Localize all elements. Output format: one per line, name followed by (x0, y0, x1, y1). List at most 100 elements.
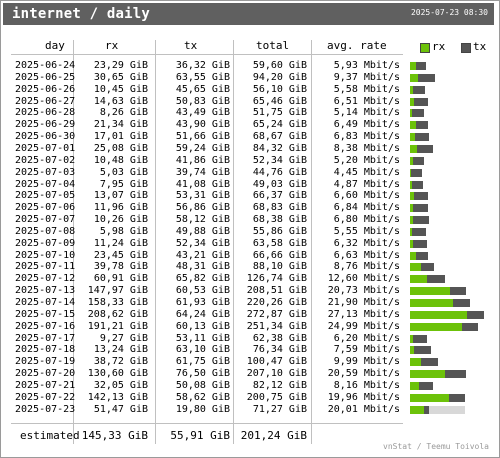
row-rx-bar (410, 394, 449, 402)
row-rate: 6,20 Mbit/s (333, 333, 400, 344)
row-total: 84,32 GiB (252, 143, 307, 154)
row-rx: 130,60 GiB (87, 368, 148, 379)
row-total: 63,58 GiB (252, 238, 307, 249)
row-tx-bar (412, 181, 423, 189)
rx-legend-swatch (420, 43, 430, 53)
row-tx-bar (412, 228, 426, 236)
row-day: 2025-07-02 (15, 155, 76, 166)
row-rx-bar (410, 358, 421, 366)
row-total: 65,46 GiB (252, 96, 307, 107)
row-rate: 5,14 Mbit/s (333, 107, 400, 118)
row-rx: 142,13 GiB (87, 392, 148, 403)
divider-day (73, 40, 74, 444)
tx-legend-label: tx (473, 40, 487, 53)
row-day: 2025-07-05 (15, 190, 76, 201)
rx-legend-label: rx (432, 40, 446, 53)
row-total: 44,76 GiB (252, 167, 307, 178)
row-tx: 64,24 GiB (175, 309, 230, 320)
row-total: 66,37 GiB (252, 190, 307, 201)
row-rate: 9,99 Mbit/s (333, 356, 400, 367)
row-day: 2025-07-14 (15, 297, 76, 308)
row-rate: 5,58 Mbit/s (333, 84, 400, 95)
row-rx-bar (410, 346, 414, 354)
row-day: 2025-07-01 (15, 143, 76, 154)
row-rx-bar (410, 240, 413, 248)
row-rx-bar (410, 145, 417, 153)
row-rx: 11,24 GiB (93, 238, 148, 249)
row-tx: 49,88 GiB (175, 226, 230, 237)
row-rx: 14,63 GiB (93, 96, 148, 107)
row-tx-bar (418, 74, 435, 82)
row-tx: 53,31 GiB (175, 190, 230, 201)
row-tx-bar (421, 358, 438, 366)
row-tx: 56,86 GiB (175, 202, 230, 213)
estimated-total: 201,24 GiB (240, 429, 307, 442)
row-rate: 8,38 Mbit/s (333, 143, 400, 154)
row-day: 2025-07-13 (15, 285, 76, 296)
row-total: 207,10 GiB (246, 368, 307, 379)
row-rate: 9,37 Mbit/s (333, 72, 400, 83)
row-rate: 27,13 Mbit/s (327, 309, 400, 320)
row-total: 220,26 GiB (246, 297, 307, 308)
row-tx-bar (427, 275, 445, 283)
column-header-tx: tx (184, 39, 198, 52)
page-title: internet / daily (12, 6, 151, 22)
row-tx: 60,53 GiB (175, 285, 230, 296)
row-rx-bar (410, 263, 421, 271)
row-total: 49,03 GiB (252, 179, 307, 190)
row-rx: 25,08 GiB (93, 143, 148, 154)
title-bar: internet / daily 2025-07-23 08:30 (3, 3, 494, 25)
row-day: 2025-07-16 (15, 321, 76, 332)
row-day: 2025-06-29 (15, 119, 76, 130)
row-tx-bar (416, 121, 428, 129)
row-rx: 13,07 GiB (93, 190, 148, 201)
row-tx: 41,86 GiB (175, 155, 230, 166)
row-rx: 10,48 GiB (93, 155, 148, 166)
row-tx-bar (421, 263, 434, 271)
row-rx-bar (410, 252, 416, 260)
row-rx-bar (410, 382, 419, 390)
row-tx-bar (416, 252, 428, 260)
row-rx: 32,05 GiB (93, 380, 148, 391)
row-rate: 6,63 Mbit/s (333, 250, 400, 261)
row-day: 2025-07-22 (15, 392, 76, 403)
row-day: 2025-07-09 (15, 238, 76, 249)
row-total: 88,10 GiB (252, 261, 307, 272)
row-day: 2025-07-11 (15, 261, 76, 272)
estimated-rx: 145,33 GiB (81, 429, 148, 442)
row-rate: 12,60 Mbit/s (327, 273, 400, 284)
row-total: 100,47 GiB (246, 356, 307, 367)
row-rx-bar (410, 86, 413, 94)
row-day: 2025-06-24 (15, 60, 76, 71)
row-total: 76,34 GiB (252, 344, 307, 355)
row-tx-bar (413, 86, 425, 94)
tx-legend-swatch (461, 43, 471, 53)
row-rx: 10,45 GiB (93, 84, 148, 95)
divider-tx (233, 40, 234, 444)
row-rx-bar (410, 121, 416, 129)
row-total: 68,38 GiB (252, 214, 307, 225)
row-total: 62,38 GiB (252, 333, 307, 344)
row-rx-bar (410, 323, 462, 331)
row-total: 55,86 GiB (252, 226, 307, 237)
row-day: 2025-06-26 (15, 84, 76, 95)
row-total: 68,67 GiB (252, 131, 307, 142)
row-day: 2025-07-04 (15, 179, 76, 190)
row-rx-bar (410, 299, 453, 307)
row-rate: 5,93 Mbit/s (333, 60, 400, 71)
row-tx: 76,50 GiB (175, 368, 230, 379)
row-day: 2025-07-12 (15, 273, 76, 284)
column-header-rx: rx (105, 39, 119, 52)
row-rate: 6,51 Mbit/s (333, 96, 400, 107)
row-tx-bar (416, 62, 426, 70)
row-rx: 9,27 GiB (99, 333, 148, 344)
row-rx: 51,47 GiB (93, 404, 148, 415)
row-rx-bar (410, 169, 411, 177)
row-rx-bar (410, 157, 413, 165)
row-tx: 58,12 GiB (175, 214, 230, 225)
row-rx: 60,91 GiB (93, 273, 148, 284)
row-rate: 5,55 Mbit/s (333, 226, 400, 237)
row-rate: 4,87 Mbit/s (333, 179, 400, 190)
row-estimate-bar (429, 406, 465, 414)
